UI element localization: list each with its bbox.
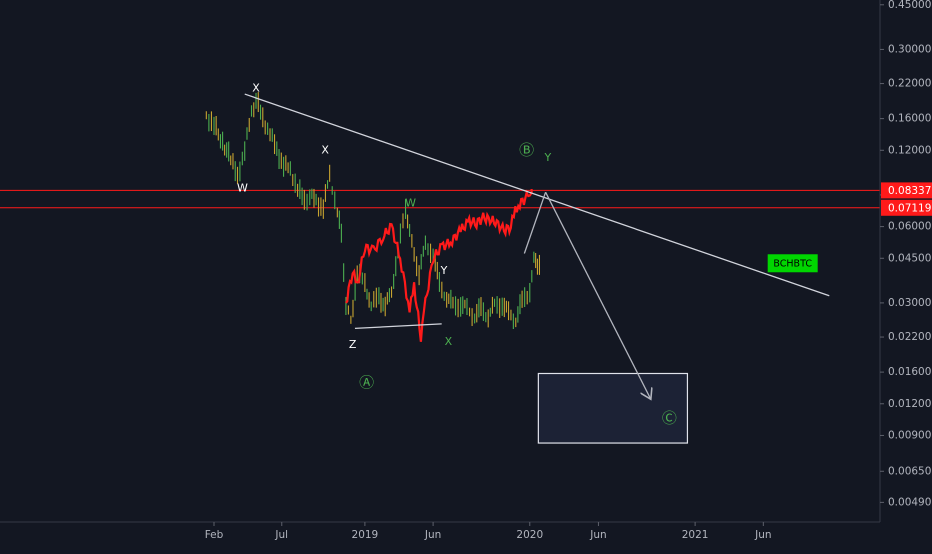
trend-line <box>244 93 830 297</box>
y-tick-label: 0.30000 <box>888 43 931 55</box>
price-level-badge <box>881 199 932 216</box>
y-tick-label: 0.00650 <box>888 465 931 477</box>
price-level-badge <box>881 182 932 199</box>
y-tick-label: 0.45000 <box>888 0 931 11</box>
wave-label: Y <box>543 151 551 164</box>
x-tick-label: 2019 <box>352 529 379 541</box>
wave-label: Ⓑ <box>519 141 534 159</box>
x-tick-label: Jul <box>274 529 288 541</box>
symbol-tag <box>767 254 818 273</box>
wave-label: Y <box>440 264 448 277</box>
price-level-label: 0.07119 <box>888 202 931 214</box>
x-tick-label: Jun <box>589 529 606 541</box>
x-tick-label: Jun <box>754 529 771 541</box>
wave-label: Ⓐ <box>359 373 374 391</box>
y-tick-label: 0.01600 <box>888 366 931 378</box>
y-tick-label: 0.02200 <box>888 331 931 343</box>
overlay-series-line <box>345 189 533 342</box>
wave-label: W <box>237 181 248 194</box>
symbol-label: BCHBTC <box>773 258 812 269</box>
x-tick-label: Feb <box>205 529 224 541</box>
y-tick-label: 0.22000 <box>888 78 931 90</box>
y-tick-label: 0.00490 <box>888 496 931 508</box>
y-tick-label: 0.00900 <box>888 429 931 441</box>
y-tick-label: 0.06000 <box>888 221 931 233</box>
y-tick-label: 0.16000 <box>888 113 931 125</box>
target-box <box>537 372 689 444</box>
wave-label: Ⓒ <box>662 409 677 427</box>
wave-label: Z <box>349 338 357 351</box>
trend-line <box>354 323 442 330</box>
y-tick-label: 0.01200 <box>888 398 931 410</box>
price-level-label: 0.08337 <box>888 185 931 197</box>
x-tick-label: 2020 <box>516 529 543 541</box>
y-tick-label: 0.04500 <box>888 252 931 264</box>
wave-label: X <box>252 82 260 95</box>
wave-label: W <box>405 197 416 210</box>
y-tick-label: 0.03000 <box>888 297 931 309</box>
y-tick-label: 0.12000 <box>888 144 931 156</box>
trend-line <box>523 191 547 254</box>
projection-arrow <box>545 191 651 399</box>
wave-label: X <box>321 143 329 156</box>
x-tick-label: 2021 <box>682 529 709 541</box>
x-tick-label: Jun <box>424 529 441 541</box>
wave-label: X <box>445 335 453 348</box>
